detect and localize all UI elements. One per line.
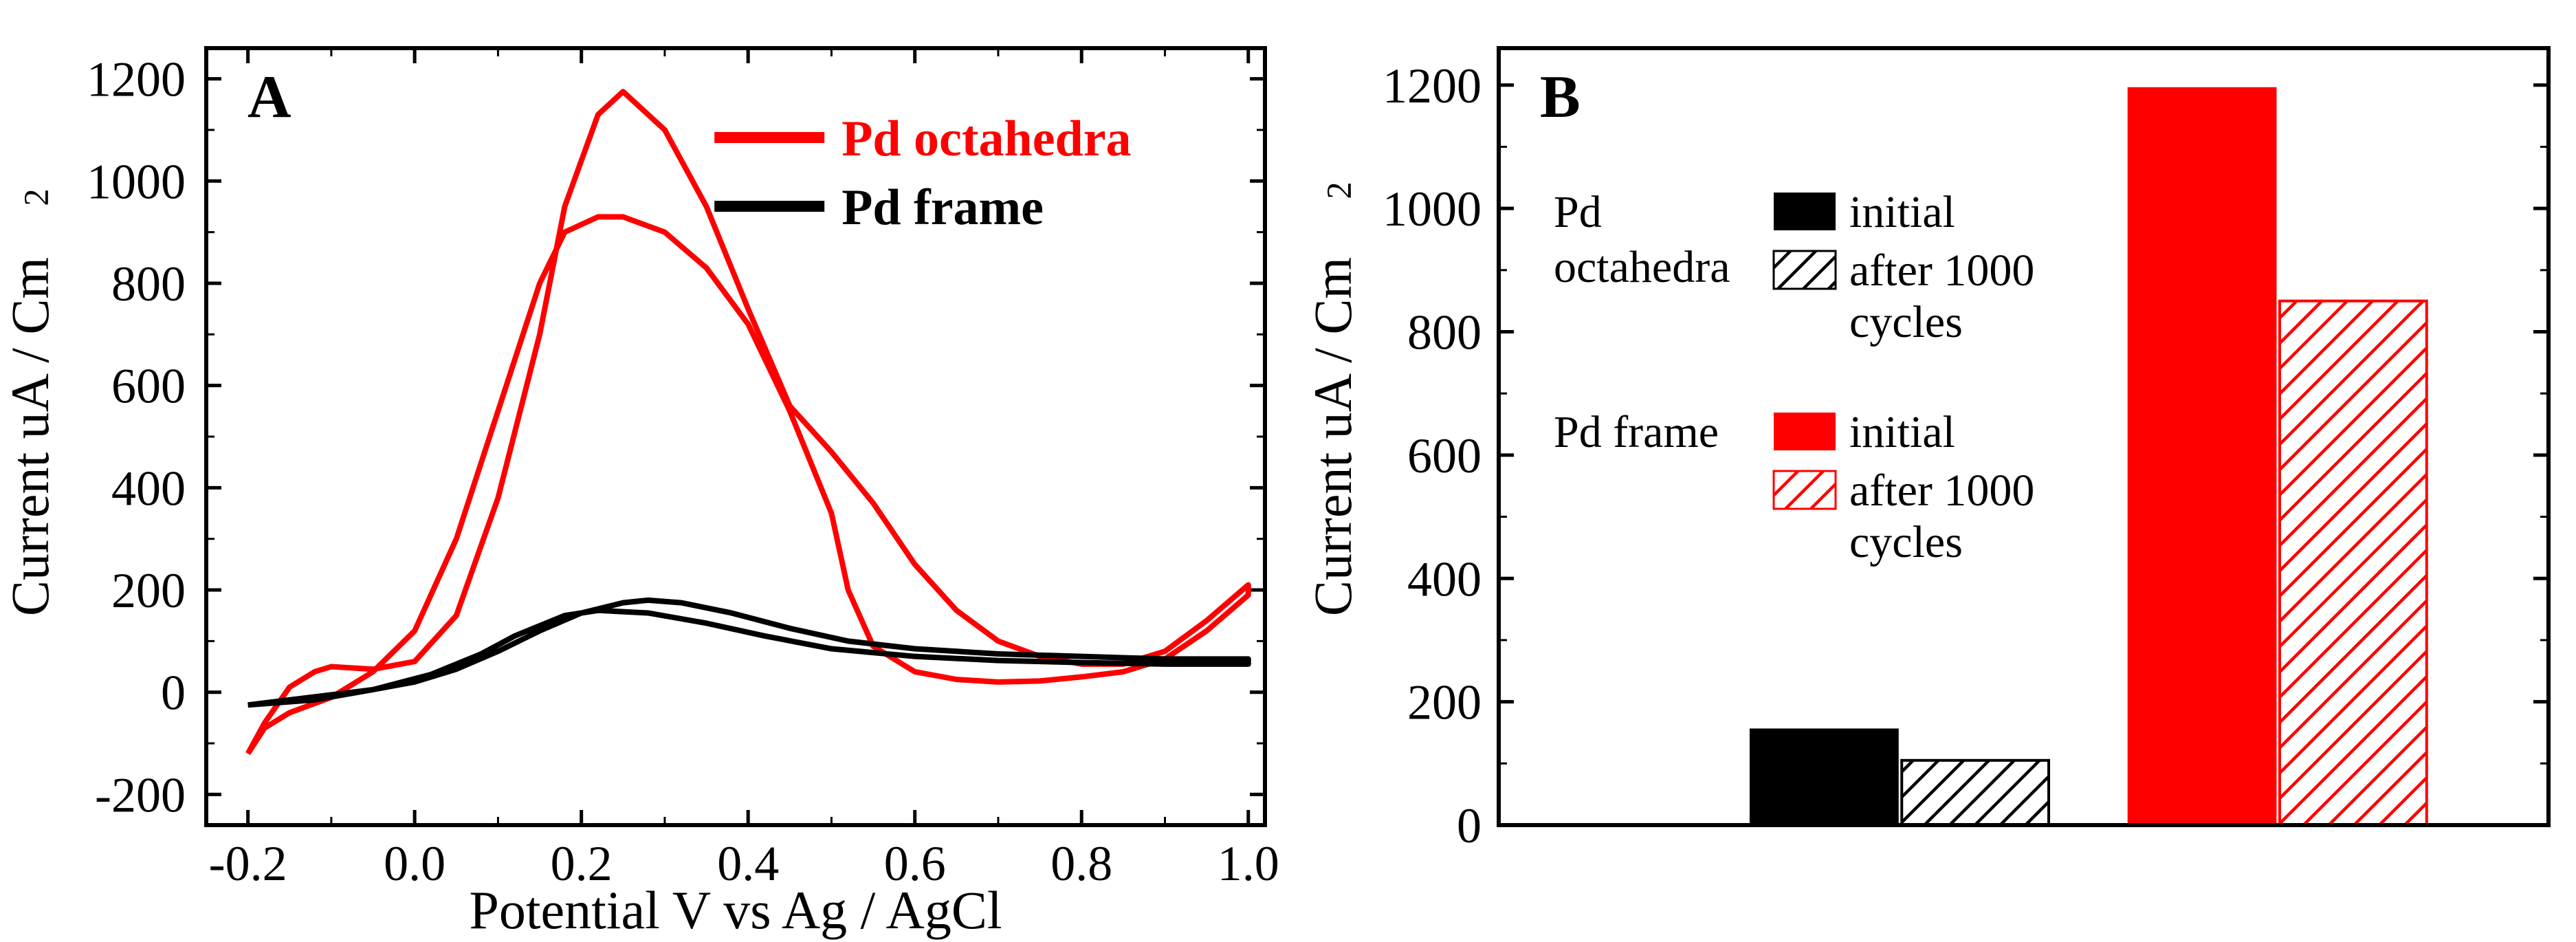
svg-text:cycles: cycles bbox=[1849, 297, 1963, 347]
svg-text:Pd frame: Pd frame bbox=[1554, 407, 1719, 457]
panel-a: -0.20.00.20.40.60.81.0-20002004006008001… bbox=[0, 0, 1306, 942]
bar-after bbox=[2280, 301, 2427, 825]
panel-label-b: B bbox=[1540, 64, 1581, 131]
svg-text:octahedra: octahedra bbox=[1554, 242, 1730, 292]
svg-text:-0.2: -0.2 bbox=[209, 836, 287, 891]
svg-text:2: 2 bbox=[1320, 182, 1358, 199]
svg-text:after 1000: after 1000 bbox=[1849, 465, 2034, 516]
bar-initial bbox=[2128, 88, 2276, 825]
svg-text:1000: 1000 bbox=[87, 154, 186, 209]
legend-item: Pd frame bbox=[841, 179, 1044, 236]
bar-after bbox=[1902, 760, 2049, 825]
svg-text:1200: 1200 bbox=[87, 52, 186, 107]
svg-text:800: 800 bbox=[1407, 305, 1482, 360]
svg-text:initial: initial bbox=[1849, 187, 1955, 237]
svg-text:Pd: Pd bbox=[1554, 187, 1602, 237]
svg-text:600: 600 bbox=[1407, 428, 1482, 483]
svg-text:cycles: cycles bbox=[1849, 517, 1963, 567]
svg-text:Current uA / Cm: Current uA / Cm bbox=[1306, 257, 1363, 616]
svg-text:200: 200 bbox=[111, 563, 186, 618]
panel-label-a: A bbox=[247, 64, 291, 131]
svg-text:200: 200 bbox=[1407, 675, 1482, 730]
svg-text:-200: -200 bbox=[95, 767, 186, 822]
svg-text:0: 0 bbox=[1457, 798, 1482, 853]
svg-text:1.0: 1.0 bbox=[1218, 836, 1279, 891]
figure-wrap: -0.20.00.20.40.60.81.0-20002004006008001… bbox=[0, 0, 2576, 942]
svg-text:1000: 1000 bbox=[1383, 182, 1482, 237]
svg-text:0: 0 bbox=[161, 666, 186, 721]
svg-text:400: 400 bbox=[111, 461, 186, 516]
svg-text:400: 400 bbox=[1407, 551, 1482, 606]
panel-b: 0 200 400 600 800 1000 1200 Current uA / Cm 2 B Pd… bbox=[1306, 0, 2576, 942]
svg-text:1200: 1200 bbox=[1383, 58, 1482, 113]
svg-text:2: 2 bbox=[17, 188, 56, 206]
svg-text:0.8: 0.8 bbox=[1050, 836, 1112, 891]
svg-text:Potential V vs Ag / AgCl: Potential V vs Ag / AgCl bbox=[469, 880, 1002, 940]
svg-text:800: 800 bbox=[111, 256, 186, 311]
legend-item: Pd octahedra bbox=[841, 111, 1131, 167]
svg-text:initial: initial bbox=[1849, 407, 1955, 457]
svg-text:600: 600 bbox=[111, 359, 186, 414]
bar-initial bbox=[1750, 730, 1897, 825]
svg-text:0.0: 0.0 bbox=[384, 836, 445, 891]
svg-text:Current uA / Cm: Current uA / Cm bbox=[0, 257, 60, 616]
svg-text:after 1000: after 1000 bbox=[1849, 245, 2034, 296]
